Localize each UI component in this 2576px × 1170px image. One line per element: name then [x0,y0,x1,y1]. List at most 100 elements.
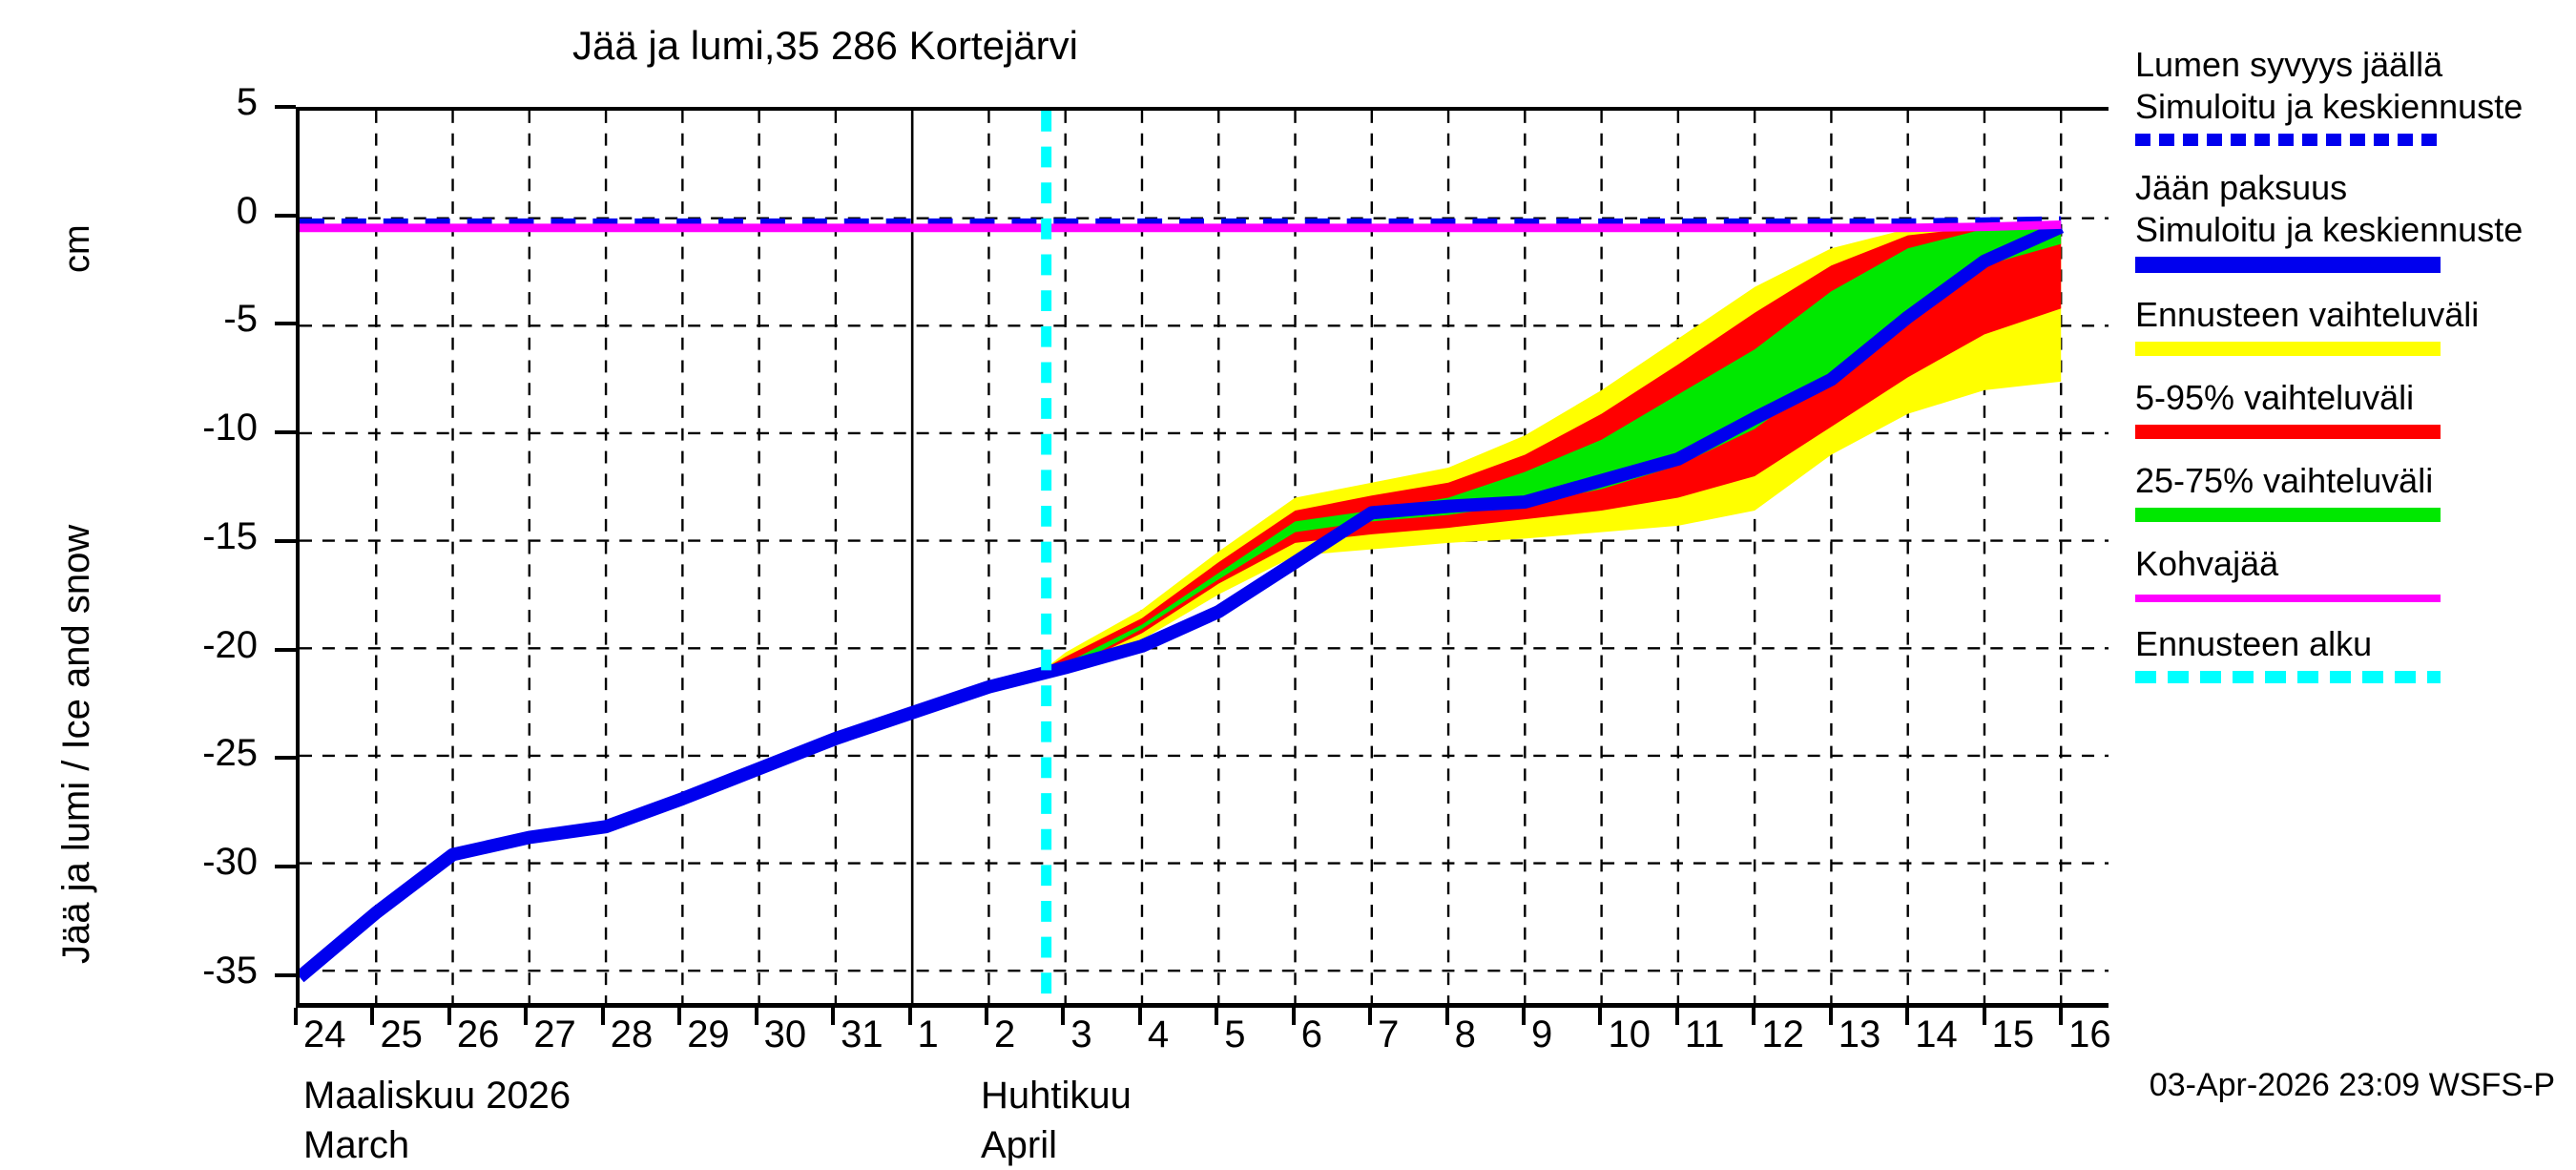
x-axis-tick-mark [1982,1008,1986,1025]
series-line [300,216,2062,229]
x-axis-tick-label: 29 [687,1013,730,1055]
page-title: Jää ja lumi,35 286 Kortejärvi [572,23,1078,68]
x-axis-month-march: Maaliskuu 2026 March [303,1071,571,1170]
legend-group-heading: Jään paksuus [2135,168,2348,207]
y-axis-tick-label: 0 [236,189,258,232]
month-label-en: April [981,1124,1058,1166]
month-label-fi: Maaliskuu 2026 [303,1075,571,1117]
legend-entry-label: Simuloitu ja keskiennuste [2135,87,2524,126]
x-axis-tick-mark [1061,1008,1066,1025]
legend-swatch-solid-red [2135,425,2441,439]
x-axis-tick-mark [677,1008,682,1025]
x-axis-tick-mark [1598,1008,1603,1025]
x-axis-tick-label: 13 [1838,1013,1881,1055]
x-axis-tick-label: 31 [841,1013,883,1055]
legend-entry-label: Simuloitu ja keskiennuste [2135,210,2524,249]
legend-entry-label: 5-95% vaihteluväli [2135,378,2415,417]
legend-entry-label: Kohvajää [2135,544,2279,583]
x-axis-tick-label: 28 [610,1013,654,1055]
x-axis-tick-mark [370,1008,375,1025]
legend-entry[interactable]: Ennusteen vaihteluväli [2135,294,2566,356]
x-axis-tick-label: 2 [993,1013,1016,1055]
x-axis-tick-label: 12 [1761,1013,1804,1055]
x-axis-tick-label: 1 [917,1013,939,1055]
legend-swatch-dashed-cyan [2135,671,2441,683]
x-axis-tick-label: 16 [2068,1013,2111,1055]
x-axis-tick-label: 24 [303,1013,346,1055]
legend-entry[interactable]: Kohvajää [2135,543,2566,602]
x-axis-tick-mark [1291,1008,1296,1025]
x-axis-tick-label: 14 [1915,1013,1958,1055]
x-axis-tick-mark [831,1008,836,1025]
month-label-en: March [303,1124,410,1166]
legend-entry[interactable]: 25-75% vaihteluväli [2135,460,2566,522]
chart-canvas [300,111,2109,1003]
x-axis-tick-mark [524,1008,529,1025]
y-axis-tick-mark [275,322,296,326]
legend-entry-label: 25-75% vaihteluväli [2135,461,2434,500]
x-axis-tick-label: 11 [1684,1013,1725,1055]
x-axis-tick-label: 30 [763,1013,807,1055]
y-axis-tick-label: -30 [202,841,258,884]
y-axis-tick-label: -25 [202,732,258,775]
series-line [300,220,2065,983]
x-axis-tick-label: 27 [533,1013,576,1055]
x-axis-tick-label: 10 [1608,1013,1651,1055]
x-axis-tick-mark [1905,1008,1910,1025]
x-axis-tick-label: 9 [1531,1013,1553,1055]
x-axis-tick-mark [600,1008,605,1025]
x-axis-tick-mark [754,1008,758,1025]
legend-swatch-solid-blue [2135,257,2441,273]
x-axis-tick-mark [447,1008,451,1025]
series-line [300,219,2062,233]
x-axis-tick-mark [1215,1008,1219,1025]
x-axis-tick-label: 6 [1300,1013,1322,1055]
y-axis-tick-label: 5 [236,81,258,123]
y-axis-tick-label: -35 [202,949,258,992]
y-axis-tick-label: -20 [202,623,258,666]
x-axis-tick-mark [1444,1008,1449,1025]
x-axis-tick-label: 4 [1147,1013,1170,1055]
x-axis-tick-mark [1674,1008,1679,1025]
legend-group-heading: Lumen syvyys jäällä [2135,45,2443,84]
legend-swatch-solid-yellow [2135,342,2441,356]
x-axis-tick-mark [907,1008,912,1025]
y-axis-tick-mark [275,756,296,761]
x-axis-tick-label: 7 [1378,1013,1400,1055]
x-axis-tick-mark [1368,1008,1373,1025]
y-axis-tick-label: -10 [202,407,258,449]
plot-area [296,107,2109,1008]
legend-entry[interactable]: Simuloitu ja keskiennuste [2135,86,2566,146]
y-axis-unit: cm [57,224,97,273]
legend-entry[interactable]: 5-95% vaihteluväli [2135,377,2566,439]
chart-legend: Lumen syvyys jäällä Simuloitu ja keskienn… [2135,44,2566,704]
legend-swatch-solid-magenta [2135,595,2441,602]
x-axis-tick-label: 3 [1070,1013,1092,1055]
x-axis-tick-label: 8 [1454,1013,1476,1055]
legend-swatch-solid-green [2135,508,2441,522]
legend-entry[interactable]: Ennusteen alku [2135,623,2566,683]
y-axis-tick-mark [275,105,296,109]
x-axis-tick-label: 5 [1224,1013,1246,1055]
legend-entry[interactable]: Simuloitu ja keskiennuste [2135,209,2566,273]
x-axis-tick-mark [1828,1008,1833,1025]
x-axis-tick-mark [1137,1008,1142,1025]
x-axis-tick-mark [984,1008,988,1025]
legend-entry-label: Ennusteen alku [2135,624,2373,663]
legend-entry-label: Ennusteen vaihteluväli [2135,295,2480,334]
y-axis-tick-mark [275,430,296,435]
y-axis-tick-mark [275,972,296,977]
uncertainty-band-00e800 [1046,225,2062,670]
x-axis-tick-mark [1522,1008,1527,1025]
y-axis-tick-mark [275,213,296,218]
x-axis-tick-mark [294,1008,298,1025]
y-axis-tick-label: -15 [202,514,258,557]
footer-timestamp: 03-Apr-2026 23:09 WSFS-P [2149,1067,2555,1103]
x-axis-tick-label: 26 [456,1013,500,1055]
x-axis-tick-mark [2059,1008,2064,1025]
x-axis-month-april: Huhtikuu April [981,1071,1132,1170]
y-axis-title: Jää ja lumi / Ice and snow [55,524,97,964]
legend-swatch-dashed-blue [2135,134,2441,146]
month-label-fi: Huhtikuu [981,1075,1132,1117]
x-axis-tick-label: 15 [1991,1013,2035,1055]
